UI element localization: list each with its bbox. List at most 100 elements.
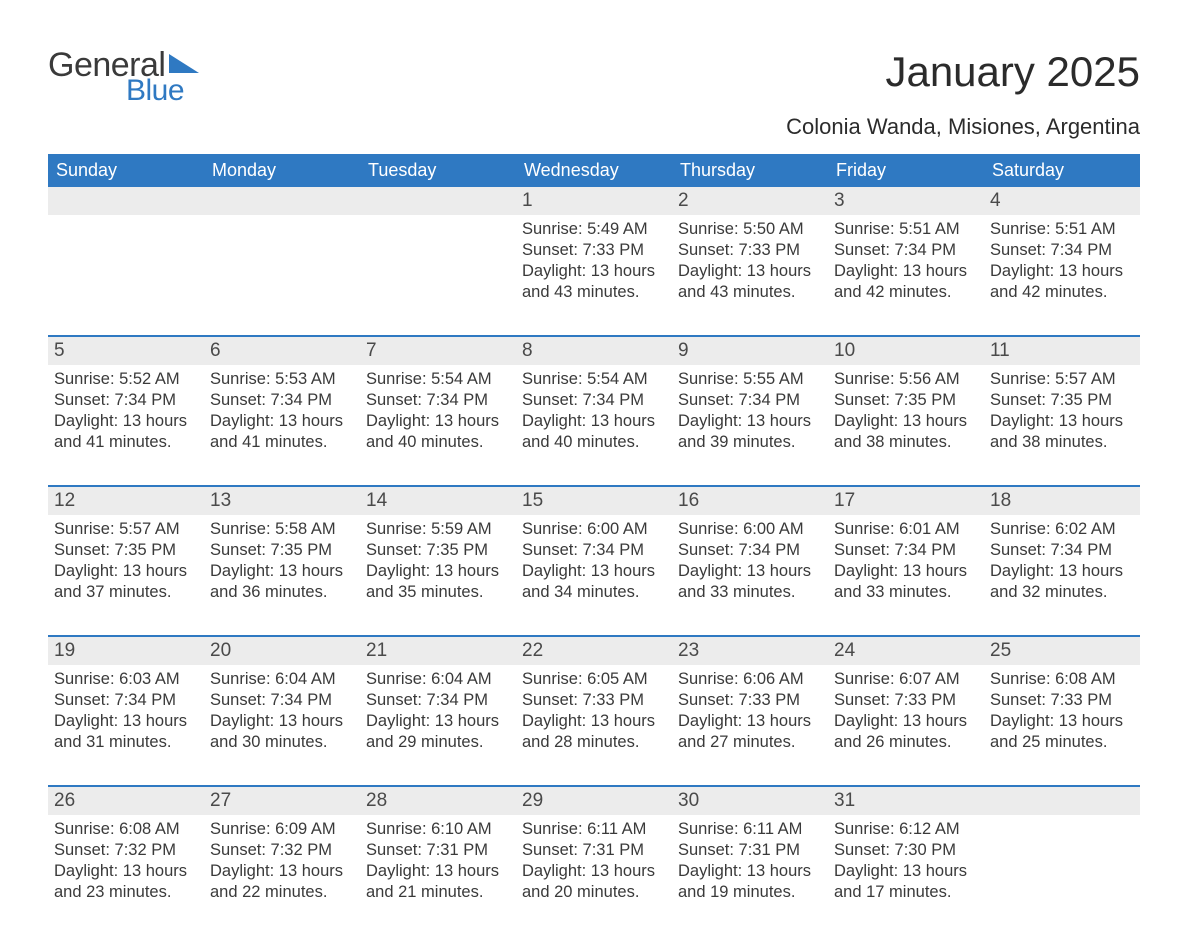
day-content-row: Sunrise: 5:49 AMSunset: 7:33 PMDaylight:… <box>48 215 1140 311</box>
sunset-text: Sunset: 7:34 PM <box>54 390 198 411</box>
sunrise-text: Sunrise: 6:03 AM <box>54 669 198 690</box>
day-cell: Sunrise: 5:50 AMSunset: 7:33 PMDaylight:… <box>672 215 828 311</box>
calendar: Sunday Monday Tuesday Wednesday Thursday… <box>48 154 1140 911</box>
sunrise-text: Sunrise: 5:53 AM <box>210 369 354 390</box>
day-cell <box>360 215 516 311</box>
sunset-text: Sunset: 7:30 PM <box>834 840 978 861</box>
day-number: 29 <box>516 787 672 815</box>
sunrise-text: Sunrise: 5:51 AM <box>834 219 978 240</box>
week-block: 262728293031Sunrise: 6:08 AMSunset: 7:32… <box>48 785 1140 911</box>
daylight-text: Daylight: 13 hours and 41 minutes. <box>54 411 198 453</box>
daylight-text: Daylight: 13 hours and 19 minutes. <box>678 861 822 903</box>
sunrise-text: Sunrise: 5:49 AM <box>522 219 666 240</box>
day-header: Sunday <box>48 154 204 187</box>
sunset-text: Sunset: 7:31 PM <box>522 840 666 861</box>
sunrise-text: Sunrise: 5:59 AM <box>366 519 510 540</box>
day-cell: Sunrise: 6:12 AMSunset: 7:30 PMDaylight:… <box>828 815 984 911</box>
day-cell: Sunrise: 5:59 AMSunset: 7:35 PMDaylight:… <box>360 515 516 611</box>
day-number: 22 <box>516 637 672 665</box>
sunrise-text: Sunrise: 5:56 AM <box>834 369 978 390</box>
sunrise-text: Sunrise: 6:10 AM <box>366 819 510 840</box>
day-number: 6 <box>204 337 360 365</box>
sunrise-text: Sunrise: 6:04 AM <box>366 669 510 690</box>
day-cell: Sunrise: 6:08 AMSunset: 7:33 PMDaylight:… <box>984 665 1140 761</box>
sunset-text: Sunset: 7:34 PM <box>522 390 666 411</box>
daylight-text: Daylight: 13 hours and 43 minutes. <box>678 261 822 303</box>
day-cell: Sunrise: 5:52 AMSunset: 7:34 PMDaylight:… <box>48 365 204 461</box>
sunrise-text: Sunrise: 6:05 AM <box>522 669 666 690</box>
daylight-text: Daylight: 13 hours and 26 minutes. <box>834 711 978 753</box>
sunset-text: Sunset: 7:34 PM <box>678 390 822 411</box>
page: General Blue January 2025 Colonia Wanda,… <box>0 0 1188 951</box>
daylight-text: Daylight: 13 hours and 36 minutes. <box>210 561 354 603</box>
sunrise-text: Sunrise: 5:51 AM <box>990 219 1134 240</box>
day-number: 13 <box>204 487 360 515</box>
daylight-text: Daylight: 13 hours and 22 minutes. <box>210 861 354 903</box>
sunset-text: Sunset: 7:33 PM <box>522 690 666 711</box>
day-number <box>360 187 516 215</box>
day-cell <box>204 215 360 311</box>
day-number: 4 <box>984 187 1140 215</box>
day-number: 10 <box>828 337 984 365</box>
daylight-text: Daylight: 13 hours and 42 minutes. <box>990 261 1134 303</box>
daylight-text: Daylight: 13 hours and 38 minutes. <box>834 411 978 453</box>
daylight-text: Daylight: 13 hours and 32 minutes. <box>990 561 1134 603</box>
sunset-text: Sunset: 7:35 PM <box>54 540 198 561</box>
day-number: 25 <box>984 637 1140 665</box>
day-number: 24 <box>828 637 984 665</box>
day-header: Monday <box>204 154 360 187</box>
daylight-text: Daylight: 13 hours and 41 minutes. <box>210 411 354 453</box>
day-cell: Sunrise: 6:11 AMSunset: 7:31 PMDaylight:… <box>672 815 828 911</box>
sunset-text: Sunset: 7:33 PM <box>678 690 822 711</box>
daylight-text: Daylight: 13 hours and 33 minutes. <box>678 561 822 603</box>
day-header: Tuesday <box>360 154 516 187</box>
day-cell: Sunrise: 6:03 AMSunset: 7:34 PMDaylight:… <box>48 665 204 761</box>
day-number: 18 <box>984 487 1140 515</box>
day-cell: Sunrise: 6:05 AMSunset: 7:33 PMDaylight:… <box>516 665 672 761</box>
day-cell: Sunrise: 6:02 AMSunset: 7:34 PMDaylight:… <box>984 515 1140 611</box>
logo: General Blue <box>48 48 203 106</box>
day-number: 7 <box>360 337 516 365</box>
sunset-text: Sunset: 7:31 PM <box>366 840 510 861</box>
day-cell: Sunrise: 6:10 AMSunset: 7:31 PMDaylight:… <box>360 815 516 911</box>
day-number: 30 <box>672 787 828 815</box>
day-number: 5 <box>48 337 204 365</box>
daylight-text: Daylight: 13 hours and 23 minutes. <box>54 861 198 903</box>
day-number: 31 <box>828 787 984 815</box>
daylight-text: Daylight: 13 hours and 20 minutes. <box>522 861 666 903</box>
daylight-text: Daylight: 13 hours and 25 minutes. <box>990 711 1134 753</box>
weeks-container: 1234Sunrise: 5:49 AMSunset: 7:33 PMDayli… <box>48 187 1140 911</box>
day-cell: Sunrise: 6:08 AMSunset: 7:32 PMDaylight:… <box>48 815 204 911</box>
sunrise-text: Sunrise: 6:01 AM <box>834 519 978 540</box>
sunrise-text: Sunrise: 6:09 AM <box>210 819 354 840</box>
day-number-row: 262728293031 <box>48 787 1140 815</box>
daylight-text: Daylight: 13 hours and 33 minutes. <box>834 561 978 603</box>
day-number-row: 567891011 <box>48 337 1140 365</box>
sunset-text: Sunset: 7:34 PM <box>210 390 354 411</box>
sunrise-text: Sunrise: 5:57 AM <box>54 519 198 540</box>
sunset-text: Sunset: 7:35 PM <box>834 390 978 411</box>
sunrise-text: Sunrise: 6:06 AM <box>678 669 822 690</box>
sunset-text: Sunset: 7:34 PM <box>990 540 1134 561</box>
month-title: January 2025 <box>786 48 1140 96</box>
day-number: 12 <box>48 487 204 515</box>
day-number: 19 <box>48 637 204 665</box>
day-cell: Sunrise: 6:06 AMSunset: 7:33 PMDaylight:… <box>672 665 828 761</box>
day-cell: Sunrise: 5:57 AMSunset: 7:35 PMDaylight:… <box>984 365 1140 461</box>
daylight-text: Daylight: 13 hours and 21 minutes. <box>366 861 510 903</box>
sunset-text: Sunset: 7:34 PM <box>366 690 510 711</box>
day-number: 2 <box>672 187 828 215</box>
day-number: 8 <box>516 337 672 365</box>
sunrise-text: Sunrise: 6:12 AM <box>834 819 978 840</box>
sunrise-text: Sunrise: 5:54 AM <box>366 369 510 390</box>
sunset-text: Sunset: 7:34 PM <box>210 690 354 711</box>
day-cell <box>984 815 1140 911</box>
sunset-text: Sunset: 7:31 PM <box>678 840 822 861</box>
daylight-text: Daylight: 13 hours and 30 minutes. <box>210 711 354 753</box>
sunset-text: Sunset: 7:34 PM <box>834 540 978 561</box>
daylight-text: Daylight: 13 hours and 35 minutes. <box>366 561 510 603</box>
day-number: 9 <box>672 337 828 365</box>
day-cell: Sunrise: 6:01 AMSunset: 7:34 PMDaylight:… <box>828 515 984 611</box>
sunrise-text: Sunrise: 6:08 AM <box>990 669 1134 690</box>
daylight-text: Daylight: 13 hours and 34 minutes. <box>522 561 666 603</box>
